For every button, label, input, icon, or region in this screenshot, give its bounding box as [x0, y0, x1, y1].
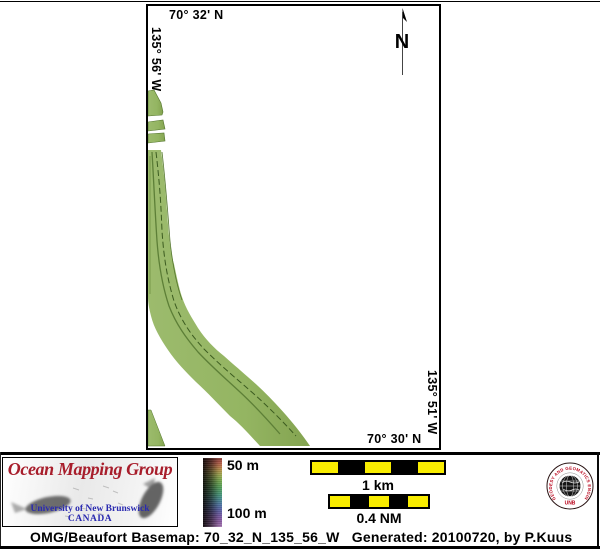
scalebar-nm-label: 0.4 NM: [356, 510, 402, 526]
swath-edge-line: [161, 151, 183, 301]
swath-segment-top: [148, 89, 164, 117]
unb-seal-icon: GEODESY AND GEOMATICS ENGINEERING UNB: [546, 462, 594, 510]
scalebar-segment: [338, 462, 365, 473]
scalebar-segment: [364, 462, 392, 473]
scalebar-km-label: 1 km: [362, 477, 394, 493]
footer-caption: OMG/Beaufort Basemap: 70_32_N_135_56_W G…: [30, 529, 573, 545]
omg-logo: Ocean Mapping Group University of New Br…: [2, 457, 178, 527]
north-arrow-label: N: [394, 31, 410, 53]
depth-label-deep: 100 m: [227, 505, 267, 521]
map-label-right-longitude: 135° 51' W: [425, 370, 439, 435]
seal-unb-text: UNB: [565, 501, 576, 507]
panel-left-border: [0, 452, 1, 547]
scalebar-nm: [328, 494, 430, 509]
depth-colorbar: [203, 458, 222, 527]
scalebar-segment: [349, 496, 370, 507]
map-label-top-latitude: 70° 32' N: [169, 8, 224, 22]
map-label-left-longitude: 135° 56' W: [149, 27, 163, 92]
logo-title: Ocean Mapping Group: [7, 459, 173, 479]
swath-sliver: [148, 409, 166, 447]
bottom-border-line: [0, 546, 600, 549]
swath-nadir-line: [155, 151, 297, 437]
depth-label-shallow: 50 m: [227, 457, 259, 473]
logo-fish-art-icon: [11, 478, 164, 519]
swath-segment-mid: [148, 119, 166, 132]
top-border-line: [0, 1, 600, 2]
map-label-bottom-latitude: 70° 30' N: [367, 432, 422, 446]
scalebar-segment: [408, 496, 428, 507]
swath-main-track: [148, 150, 310, 446]
panel-separator-line: [0, 452, 600, 455]
bathymetry-swath: [148, 8, 407, 447]
swath-segment-low: [148, 132, 166, 144]
scalebar-segment: [312, 462, 339, 473]
logo-country: CANADA: [67, 514, 113, 524]
scalebar-segment: [417, 462, 445, 473]
logo-subtitle: University of New Brunswick: [30, 504, 150, 514]
map-area: 70° 32' N 135° 56' W 135° 51' W 70° 30' …: [146, 4, 441, 450]
scalebar-segment: [391, 462, 418, 473]
scalebar-segment: [330, 496, 350, 507]
swath-track-line: [151, 151, 281, 435]
north-arrow-head-icon: [402, 8, 407, 22]
north-arrow-line: [402, 12, 403, 75]
scalebar-segment: [388, 496, 409, 507]
panel-right-border: [597, 452, 599, 549]
scalebar-km: [310, 460, 446, 475]
scalebar-segment: [369, 496, 389, 507]
